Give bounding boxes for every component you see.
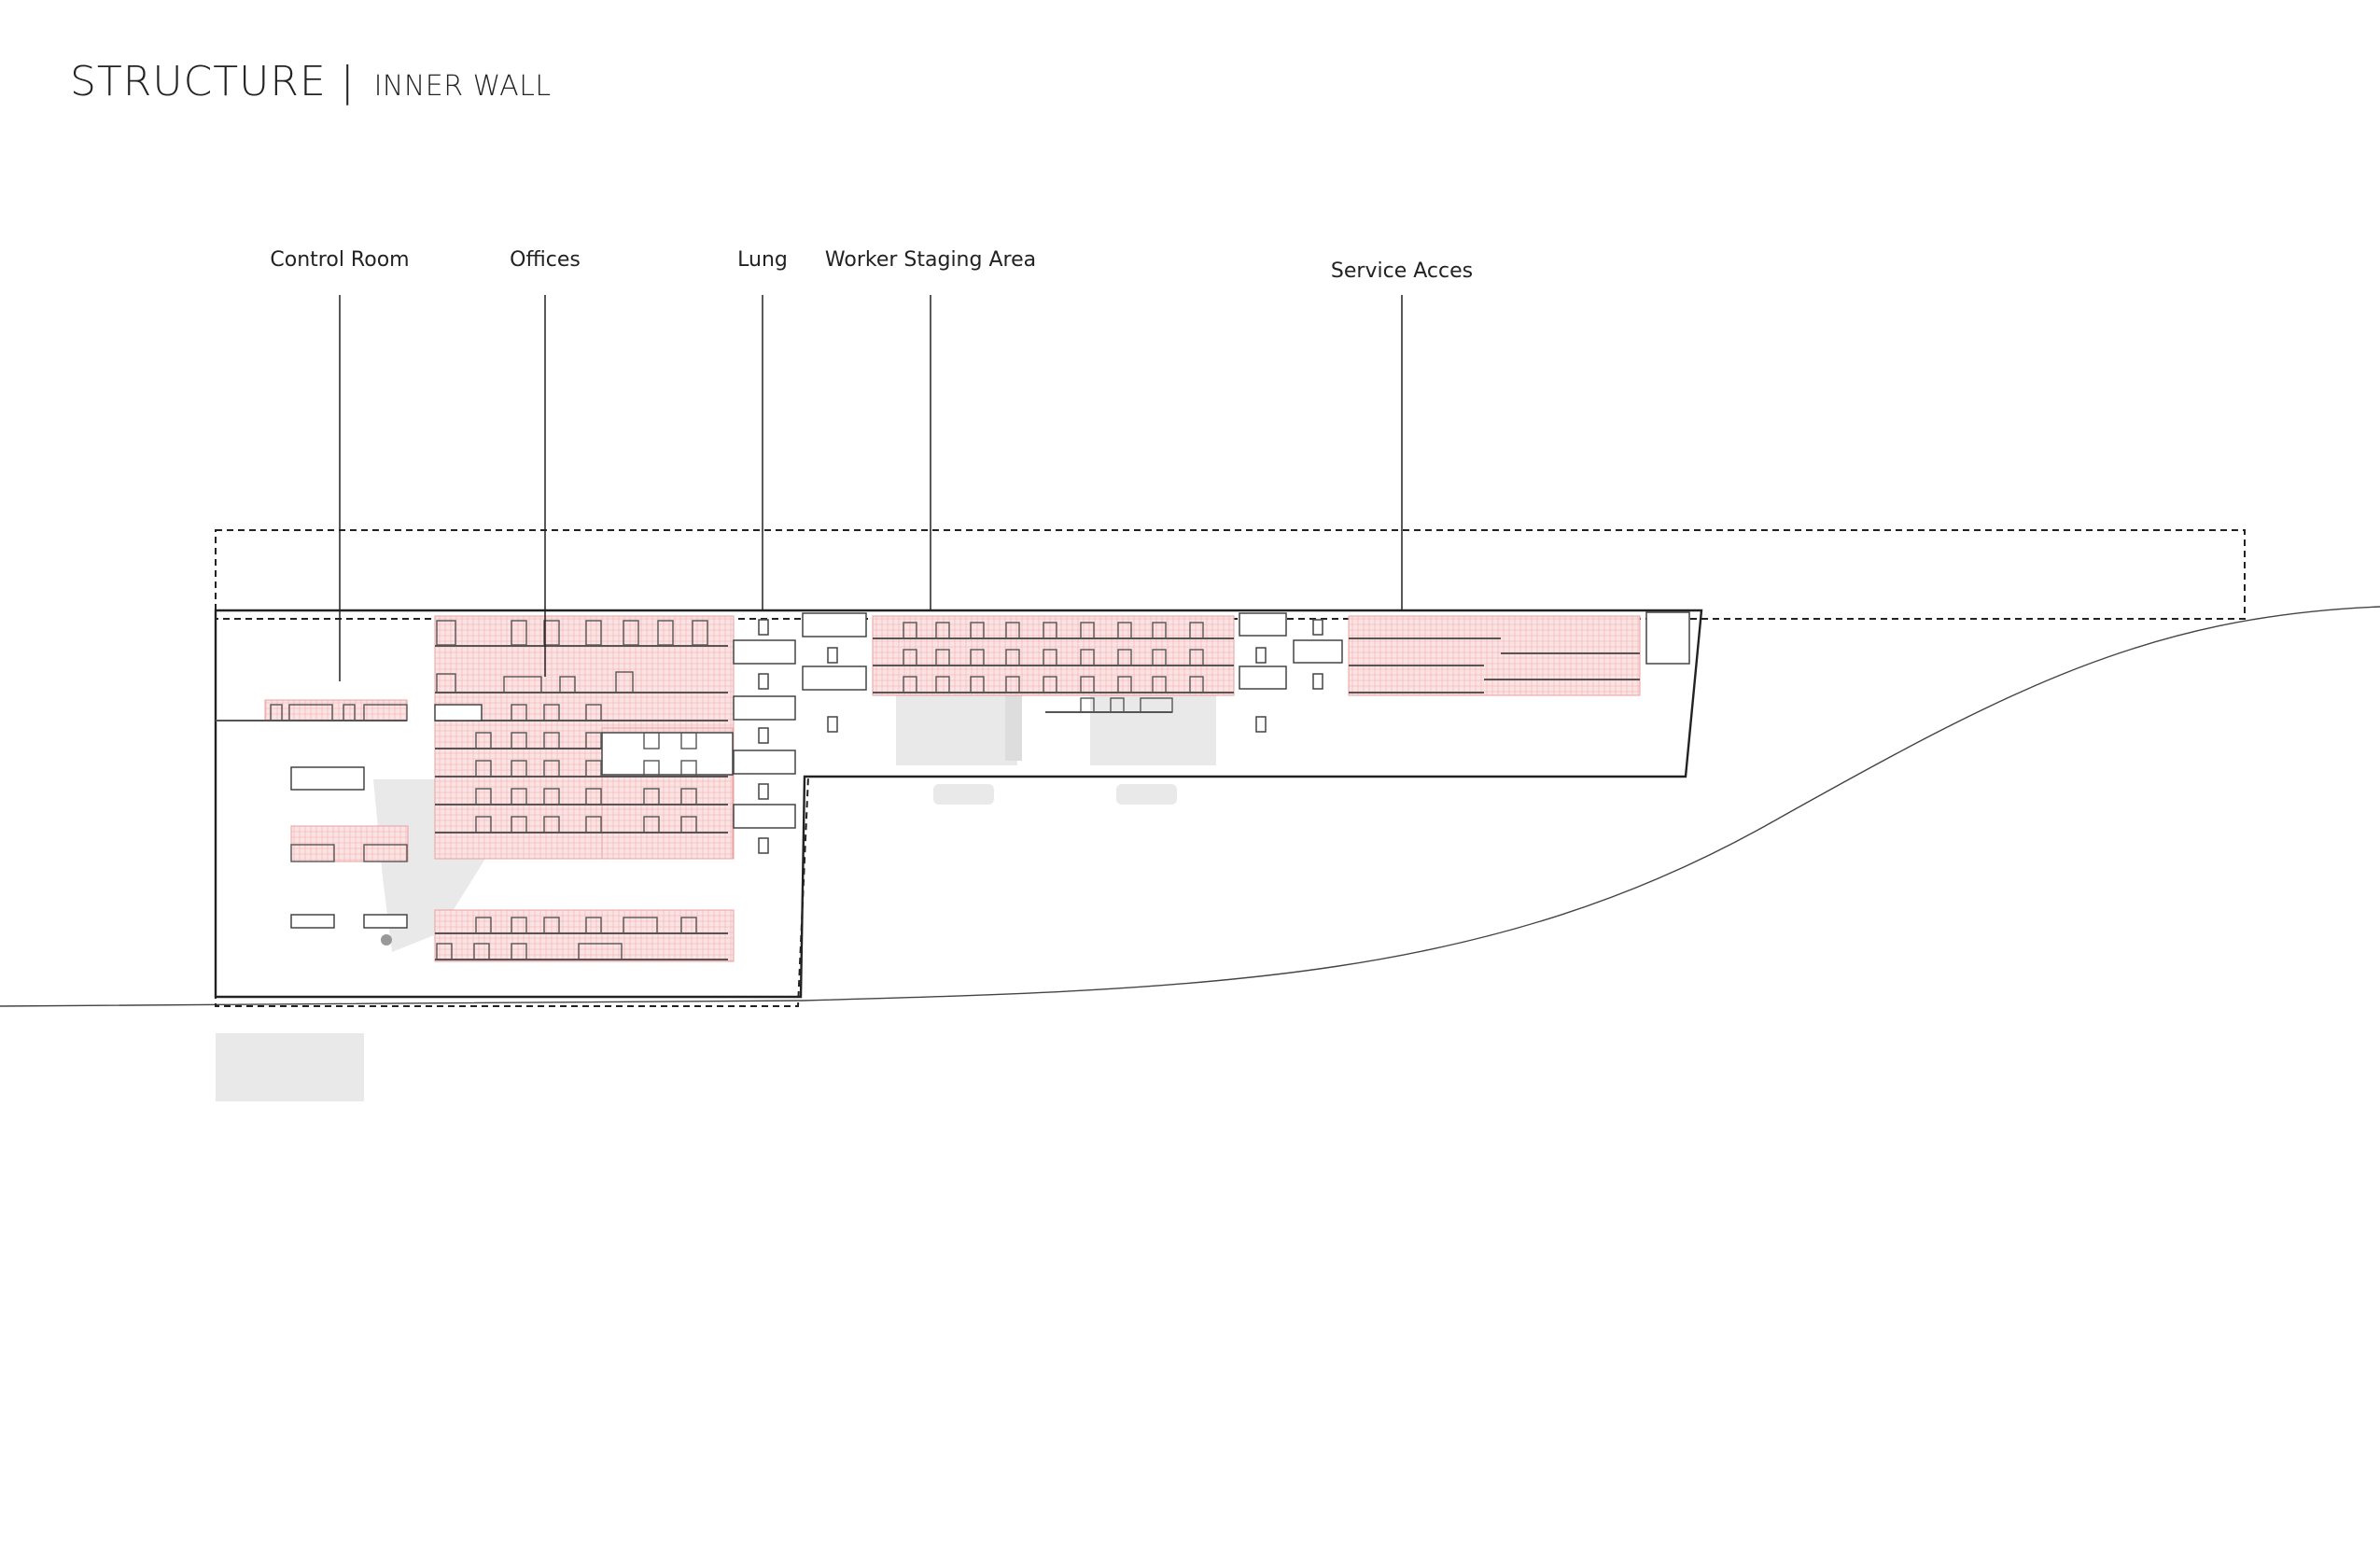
label-offices: Offices [510, 248, 581, 272]
label-worker-staging-area: Worker Staging Area [824, 248, 1037, 272]
title-main: STRUCTURE | [70, 58, 356, 105]
page-title: STRUCTURE | INNER WALL [70, 58, 552, 105]
label-control-room: Control Room [270, 248, 410, 272]
inner-wall-outline [214, 609, 1703, 999]
leader-lines [339, 295, 1403, 681]
equipment-dot [381, 934, 392, 946]
floor-lines [216, 637, 1640, 960]
room-details [270, 620, 1204, 960]
label-service-acces: Service Acces [1330, 259, 1474, 283]
openings [290, 611, 1690, 929]
ground-line [0, 606, 2380, 1007]
title-sub: INNER WALL [373, 70, 552, 103]
room-blocks [264, 615, 1641, 962]
label-lung: Lung [737, 248, 788, 272]
upper-envelope-dashed [215, 529, 2246, 620]
